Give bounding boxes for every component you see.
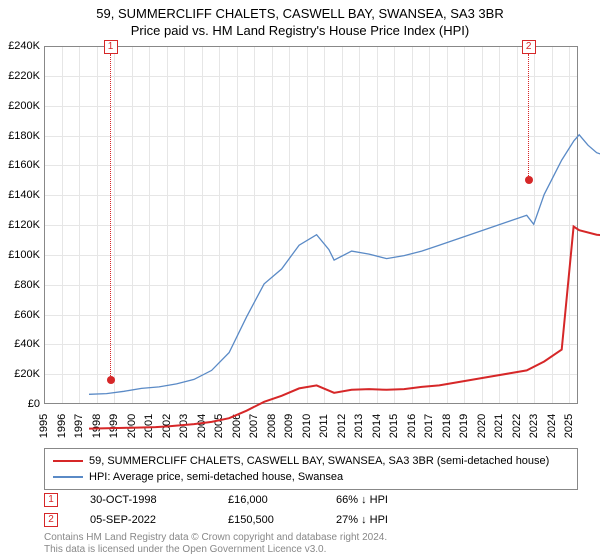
y-tick-label: £120K bbox=[0, 219, 40, 231]
x-tick-label: 1995 bbox=[38, 414, 50, 438]
footnote: Contains HM Land Registry data © Crown c… bbox=[44, 532, 578, 556]
chart-lines bbox=[89, 93, 600, 451]
y-tick-label: £200K bbox=[0, 100, 40, 112]
legend-label: 59, SUMMERCLIFF CHALETS, CASWELL BAY, SW… bbox=[89, 455, 549, 467]
legend-swatch bbox=[53, 460, 83, 462]
legend-label: HPI: Average price, semi-detached house,… bbox=[89, 471, 343, 483]
y-tick-label: £100K bbox=[0, 249, 40, 261]
table-row: 2 05-SEP-2022 £150,500 27% ↓ HPI bbox=[44, 510, 578, 530]
chart-title: 59, SUMMERCLIFF CHALETS, CASWELL BAY, SW… bbox=[0, 0, 600, 21]
x-tick-label: 1997 bbox=[73, 414, 85, 438]
y-tick-label: £0 bbox=[0, 398, 40, 410]
tx-marker: 1 bbox=[44, 493, 58, 507]
plot-area bbox=[44, 46, 578, 404]
x-tick-label: 1996 bbox=[56, 414, 68, 438]
legend-swatch bbox=[53, 476, 83, 478]
marker-label: 2 bbox=[522, 40, 536, 54]
marker-drop-line bbox=[110, 54, 111, 380]
y-tick-label: £140K bbox=[0, 189, 40, 201]
y-tick-label: £220K bbox=[0, 70, 40, 82]
tx-date: 30-OCT-1998 bbox=[90, 494, 200, 506]
footnote-line: This data is licensed under the Open Gov… bbox=[44, 544, 578, 556]
y-tick-label: £20K bbox=[0, 368, 40, 380]
table-row: 1 30-OCT-1998 £16,000 66% ↓ HPI bbox=[44, 490, 578, 510]
tx-date: 05-SEP-2022 bbox=[90, 514, 200, 526]
legend: 59, SUMMERCLIFF CHALETS, CASWELL BAY, SW… bbox=[44, 448, 578, 490]
tx-delta: 27% ↓ HPI bbox=[336, 514, 436, 526]
y-tick-label: £240K bbox=[0, 40, 40, 52]
tx-delta: 66% ↓ HPI bbox=[336, 494, 436, 506]
legend-item: 59, SUMMERCLIFF CHALETS, CASWELL BAY, SW… bbox=[53, 453, 569, 469]
y-tick-label: £80K bbox=[0, 279, 40, 291]
y-tick-label: £160K bbox=[0, 159, 40, 171]
marker-label: 1 bbox=[104, 40, 118, 54]
tx-marker: 2 bbox=[44, 513, 58, 527]
y-tick-label: £40K bbox=[0, 338, 40, 350]
y-tick-label: £180K bbox=[0, 130, 40, 142]
tx-price: £150,500 bbox=[228, 514, 308, 526]
tx-price: £16,000 bbox=[228, 494, 308, 506]
transactions-table: 1 30-OCT-1998 £16,000 66% ↓ HPI 2 05-SEP… bbox=[44, 490, 578, 530]
footnote-line: Contains HM Land Registry data © Crown c… bbox=[44, 532, 578, 544]
legend-item: HPI: Average price, semi-detached house,… bbox=[53, 469, 569, 485]
y-tick-label: £60K bbox=[0, 309, 40, 321]
property-line bbox=[89, 227, 600, 429]
hpi-line bbox=[89, 135, 600, 395]
marker-drop-line bbox=[528, 54, 529, 180]
chart-subtitle: Price paid vs. HM Land Registry's House … bbox=[0, 21, 600, 42]
